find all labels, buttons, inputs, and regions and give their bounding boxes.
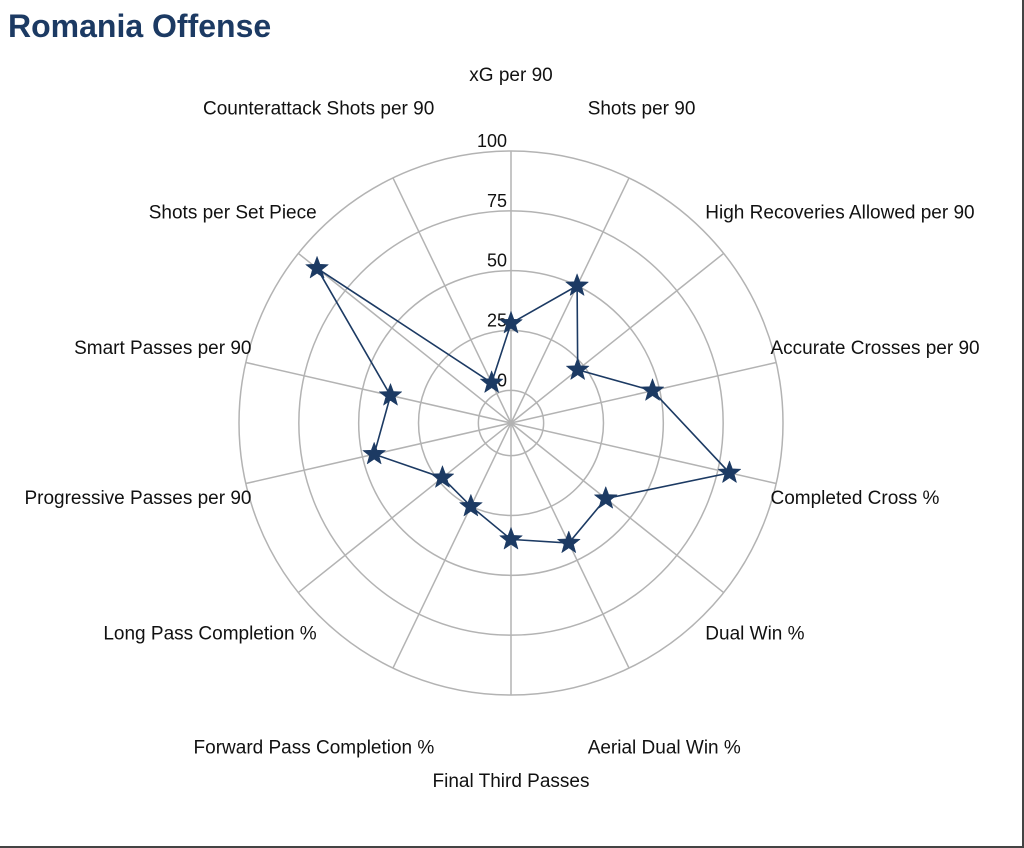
data-point-star <box>593 485 618 509</box>
r-tick-label: 50 <box>487 251 507 271</box>
data-point-star <box>458 493 483 517</box>
r-tick-label: 100 <box>477 131 507 151</box>
r-tick-label: 0 <box>497 370 507 390</box>
r-tick-label: 25 <box>487 311 507 331</box>
data-point-star <box>498 310 524 334</box>
data-point-star <box>378 382 403 406</box>
data-point-star <box>565 357 590 381</box>
chart-title: Romania Offense <box>8 8 272 44</box>
grid-spoke <box>392 422 512 669</box>
grid-spoke <box>297 252 512 424</box>
axis-label: Accurate Crosses per 90 <box>771 338 980 359</box>
axis-label: Completed Cross % <box>771 488 940 509</box>
grid-spoke <box>297 422 512 594</box>
radial-tick-labels: 0 25 50 75 100 <box>477 131 507 390</box>
axis-label: High Recoveries Allowed per 90 <box>705 202 974 223</box>
grid-spoke <box>510 177 630 424</box>
grid-spoke <box>510 422 777 485</box>
grid-spoke <box>510 252 725 424</box>
data-point-star <box>564 273 590 297</box>
data-point-star <box>498 526 524 550</box>
grid-spoke <box>510 422 725 594</box>
axis-label: Progressive Passes per 90 <box>24 488 251 509</box>
data-point-star <box>479 370 504 394</box>
data-point-star <box>304 255 330 279</box>
grid-spoke <box>510 361 777 424</box>
axis-labels: xG per 90 Shots per 90 High Recoveries All… <box>24 65 979 792</box>
axis-label: Long Pass Completion % <box>103 624 316 645</box>
data-point-star <box>430 464 455 488</box>
axis-label: Smart Passes per 90 <box>74 338 251 359</box>
axis-label: Forward Pass Completion % <box>194 738 435 759</box>
axis-label: Shots per 90 <box>588 99 696 120</box>
axis-label: Shots per Set Piece <box>149 202 317 223</box>
axis-label: Counterattack Shots per 90 <box>203 99 434 120</box>
axis-label: Aerial Dual Win % <box>588 738 741 759</box>
grid-spoke <box>245 361 512 424</box>
axis-label: Dual Win % <box>705 624 804 645</box>
r-tick-label: 75 <box>487 191 507 211</box>
data-point-star <box>717 460 742 484</box>
data-point-star <box>640 377 665 401</box>
data-point-star <box>556 530 581 554</box>
data-series <box>304 255 742 554</box>
series-line <box>316 267 732 544</box>
axis-label: Final Third Passes <box>433 771 590 792</box>
axis-label: xG per 90 <box>469 65 552 86</box>
data-point-star <box>362 441 387 465</box>
grid-spokes <box>245 151 777 695</box>
